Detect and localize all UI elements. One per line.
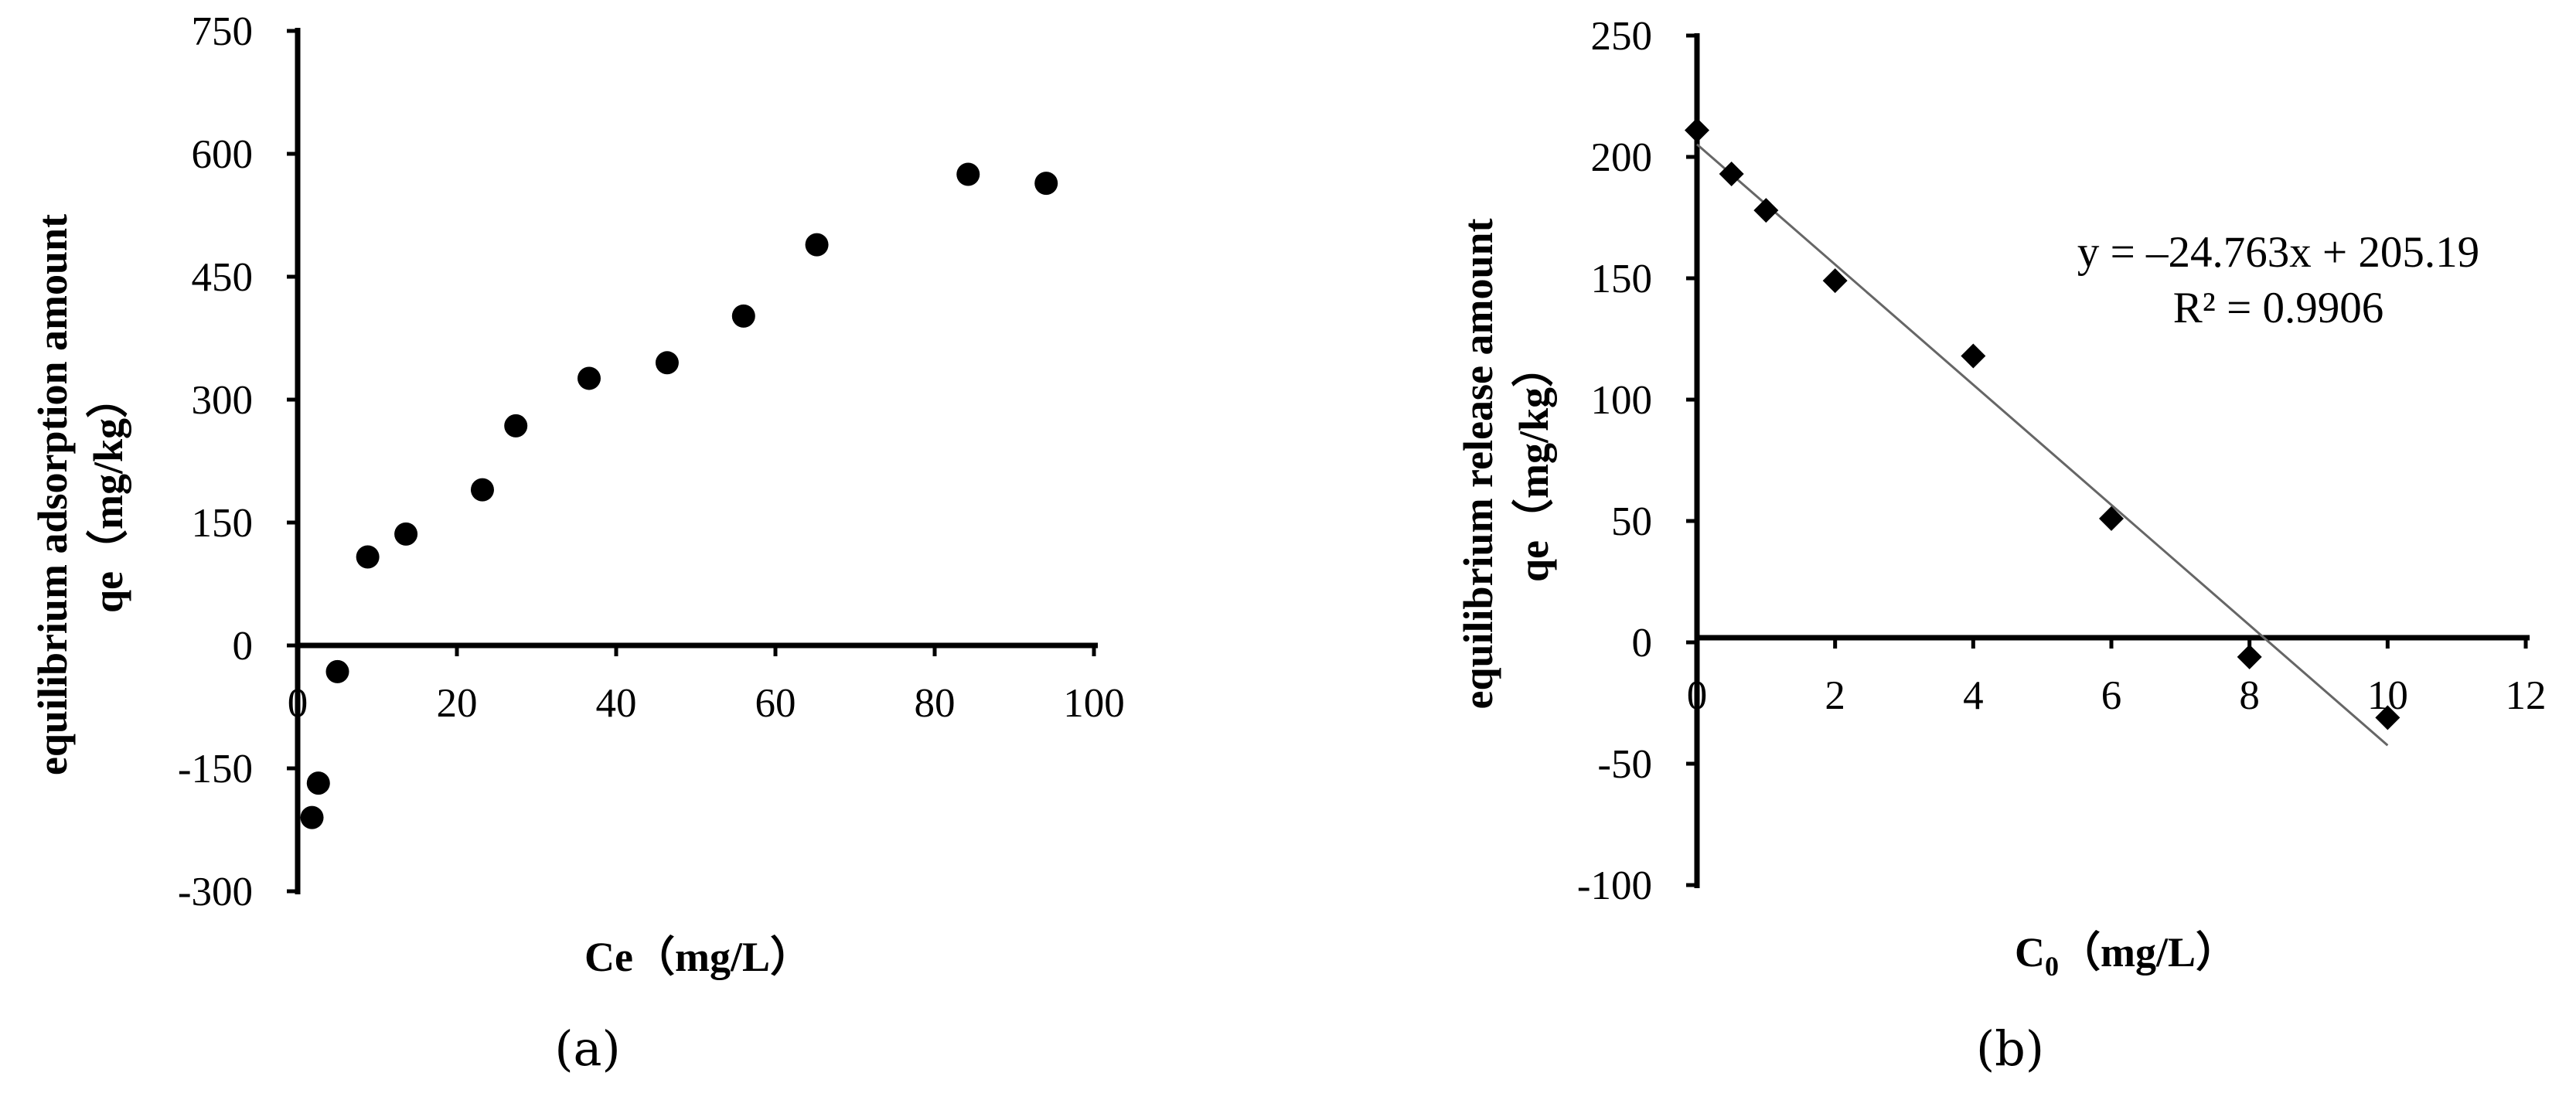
chart-b-x-tick-label: 0 [1687, 673, 1708, 718]
chart-a-y-ticks: -300 -150 0 150 300 450 600 750 [178, 9, 298, 914]
chart-a-data-point [470, 478, 494, 502]
chart-b-y-tick-label: 100 [1591, 378, 1653, 423]
chart-b-data-point [2375, 705, 2401, 730]
chart-b-x-label-sub: 0 [2045, 951, 2059, 982]
chart-a-axes [295, 28, 1098, 894]
chart-b-x-label-main: C [2015, 929, 2045, 976]
chart-a-data-point [504, 414, 528, 438]
chart-a: -300 -150 0 150 300 450 600 750 0 20 40 60 80 100 eq… [29, 9, 1125, 1077]
chart-a-data-point [300, 805, 324, 829]
chart-a-panel-label: (a) [554, 1020, 620, 1077]
chart-b-equation: y = –24.763x + 205.19 [2077, 228, 2479, 277]
chart-b-data-point [1822, 268, 1848, 294]
chart-a-data-point [306, 771, 330, 795]
chart-b-points [1685, 117, 2401, 730]
chart-a-data-point [577, 366, 601, 390]
chart-a-y-label-line2: qe（mg/kg） [85, 376, 131, 613]
chart-a-x-ticks: 0 20 40 60 80 100 [288, 645, 1125, 726]
chart-a-data-point [956, 162, 980, 186]
chart-a-x-tick-label: 0 [288, 681, 308, 726]
chart-b-trendline [1696, 143, 2389, 747]
chart-a-y-tick-label: -300 [178, 870, 253, 914]
chart-b-y-tick-label: 200 [1591, 135, 1653, 180]
chart-b-x-tick-label: 2 [1825, 673, 1845, 718]
chart-a-y-tick-label: 150 [192, 501, 254, 546]
chart-b-y-tick-label: -100 [1577, 863, 1652, 908]
chart-a-data-point [394, 522, 418, 546]
chart-a-points [300, 162, 1058, 829]
chart-a-data-point [655, 351, 679, 375]
chart-a-y-label-line1: equilibrium adsorption amount [29, 214, 76, 775]
chart-b-x-tick-label: 4 [1963, 673, 1984, 718]
chart-b-y-label-line1: equilibrium release amount [1455, 218, 1501, 709]
chart-a-y-tick-label: 0 [233, 624, 254, 669]
chart-b-x-ticks: 0 2 4 6 8 10 12 [1687, 638, 2547, 718]
chart-b-data-point [1685, 117, 1709, 143]
chart-a-x-tick-label: 20 [437, 681, 478, 726]
chart-b-y-label-line2: qe（mg/kg） [1511, 346, 1557, 582]
chart-b-x-tick-label: 12 [2506, 673, 2547, 718]
chart-b-x-tick-label: 8 [2239, 673, 2260, 718]
chart-a-y-tick-label: 600 [192, 132, 254, 177]
chart-a-x-label: Ce（mg/L） [584, 934, 812, 980]
chart-a-data-point [805, 233, 829, 257]
chart-b-y-tick-label: 0 [1632, 621, 1653, 666]
chart-a-y-tick-label: 300 [192, 378, 254, 423]
chart-a-y-tick-label: 750 [192, 9, 254, 54]
chart-b-y-tick-label: 150 [1591, 257, 1653, 301]
chart-b-axes [1694, 33, 2530, 888]
chart-a-y-tick-label: 450 [192, 255, 254, 300]
chart-a-y-tick-label: -150 [178, 747, 253, 792]
chart-a-x-tick-label: 40 [596, 681, 637, 726]
chart-b-r2: R² = 0.9906 [2173, 284, 2384, 332]
chart-a-data-point [731, 304, 755, 328]
chart-a-x-tick-label: 80 [915, 681, 956, 726]
chart-a-data-point [325, 659, 349, 683]
chart-b-panel-label: (b) [1976, 1020, 2044, 1077]
chart-b-y-tick-label: -50 [1597, 742, 1652, 787]
chart-b-data-point [2237, 644, 2262, 669]
chart-a-x-tick-label: 100 [1063, 681, 1125, 726]
chart-b-data-point [1753, 198, 1779, 223]
chart-b-data-point [1961, 343, 1986, 369]
chart-a-data-point [356, 545, 380, 569]
chart-b-y-ticks: -100 -50 0 50 100 150 200 250 [1577, 14, 1697, 908]
chart-b-y-tick-label: 50 [1611, 499, 1652, 544]
chart-b-x-label: C0（mg/L） [2015, 929, 2237, 982]
chart-b-x-tick-label: 6 [2101, 673, 2122, 718]
chart-b-data-point [1719, 161, 1744, 186]
chart-a-x-tick-label: 60 [755, 681, 796, 726]
chart-b-y-tick-label: 250 [1591, 14, 1653, 59]
chart-b-x-label-rest: （mg/L） [2059, 929, 2237, 976]
chart-b-data-point [2099, 506, 2124, 531]
chart-a-data-point [1034, 172, 1058, 196]
